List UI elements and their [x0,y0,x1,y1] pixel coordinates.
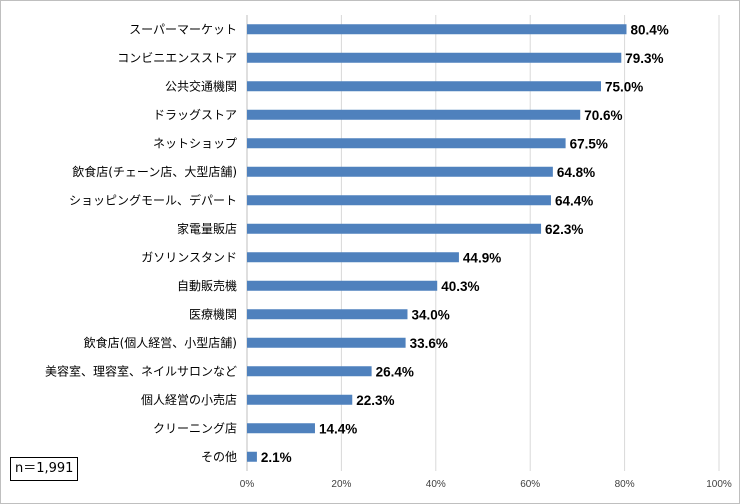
bar-14 [247,423,315,434]
bar-3 [247,109,581,120]
category-label-8: ガソリンスタンド [141,250,237,264]
bar-5 [247,166,553,177]
value-label-2: 75.0% [605,79,643,94]
bar-8 [247,252,459,263]
category-label-15: その他 [201,450,237,464]
sample-size-note: n＝1,991 [10,457,79,481]
category-labels: スーパーマーケットコンビニエンスストア公共交通機関ドラッグストアネットショップ飲… [45,22,237,464]
bar-15 [247,451,257,462]
value-label-13: 22.3% [356,393,394,408]
category-label-7: 家電量販店 [177,221,237,236]
category-label-14: クリーニング店 [153,421,237,435]
value-label-1: 79.3% [625,51,663,66]
value-label-5: 64.8% [557,165,595,180]
bar-1 [247,52,622,63]
category-label-12: 美容室、理容室、ネイルサロンなど [45,363,237,378]
value-label-9: 40.3% [441,279,479,294]
value-label-10: 34.0% [411,307,449,322]
x-tick-label-40: 40% [426,479,446,490]
value-label-3: 70.6% [584,108,622,123]
bar-11 [247,337,406,348]
x-tick-label-80: 80% [615,479,635,490]
category-label-2: 公共交通機関 [165,78,237,93]
bar-10 [247,309,408,320]
category-label-10: 医療機関 [189,306,237,321]
value-label-11: 33.6% [410,336,448,351]
category-label-5: 飲食店(チェーン店、大型店舗) [72,164,237,179]
bar-4 [247,138,566,149]
x-tick-label-20: 20% [331,479,351,490]
category-label-0: スーパーマーケット [129,22,237,36]
value-labels: 80.4% 79.3% 75.0% 70.6% 67.5% 64.8% 64.4% 62.3%… [261,22,669,465]
value-label-12: 26.4% [376,364,414,379]
bar-0 [247,24,627,35]
value-label-8: 44.9% [463,250,501,265]
value-label-0: 80.4% [630,22,668,37]
category-label-11: 飲食店(個人経営、小型店舗) [84,335,237,350]
x-tick-label-0: 0% [240,479,255,490]
x-tick-label-60: 60% [520,479,540,490]
value-label-7: 62.3% [545,222,583,237]
value-label-14: 14.4% [319,421,357,436]
value-label-6: 64.4% [555,193,593,208]
bars [247,24,627,462]
category-label-9: 自動販売機 [177,278,237,293]
value-label-15: 2.1% [261,450,292,465]
category-label-6: ショッピングモール、デパート [69,192,237,207]
bar-2 [247,81,601,92]
category-label-4: ネットショップ [153,136,237,150]
bar-12 [247,366,372,377]
category-label-1: コンビニエンスストア [117,51,237,65]
bar-13 [247,394,353,405]
x-axis-tick-labels: 0% 20% 40% 60% 80% 100% [240,479,732,490]
value-label-4: 67.5% [570,136,608,151]
category-label-3: ドラッグストア [153,108,237,122]
bar-7 [247,223,542,234]
bar-9 [247,280,438,291]
x-tick-label-100: 100% [706,479,732,490]
category-label-13: 個人経営の小売店 [141,392,237,407]
bar-6 [247,195,551,206]
